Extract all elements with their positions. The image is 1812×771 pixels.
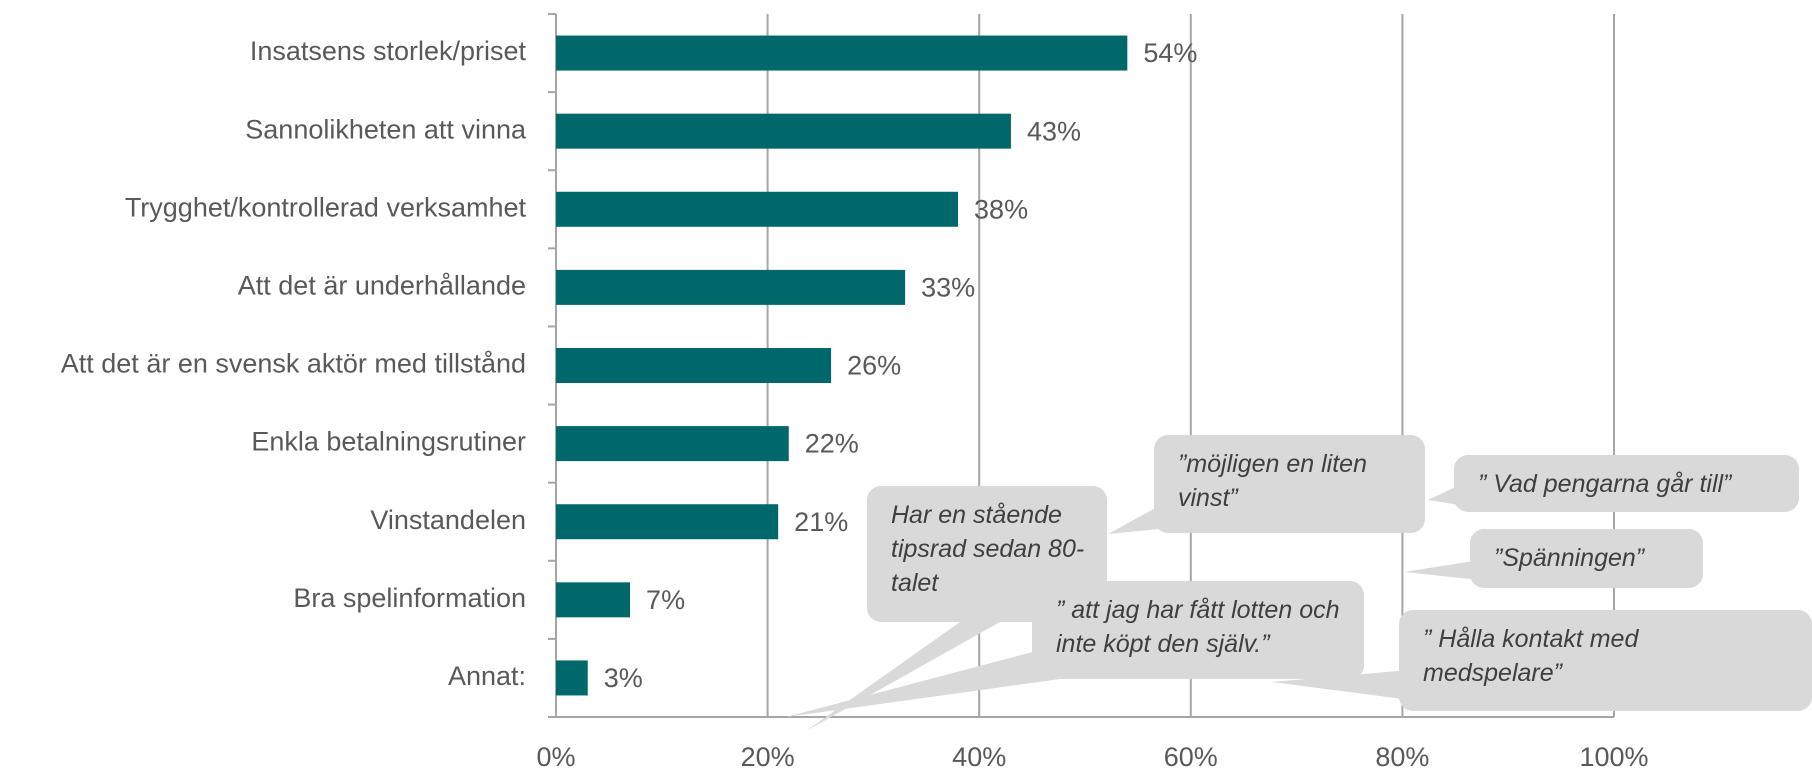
data-label: 43% — [1027, 116, 1081, 146]
data-label: 38% — [974, 194, 1028, 224]
callout-tail — [786, 650, 1060, 717]
bar — [556, 348, 832, 383]
x-tick-label: 40% — [952, 742, 1006, 771]
x-tick-label: 60% — [1164, 742, 1218, 771]
annotation: ” Vad pengarna går till” — [1478, 470, 1732, 498]
callout-box — [1032, 581, 1364, 679]
bar — [556, 426, 789, 462]
bar — [556, 582, 631, 618]
y-tick-label: Enkla betalningsrutiner — [251, 427, 526, 457]
y-tick-label: Bra spelinformation — [293, 583, 526, 613]
callout-tail — [1428, 485, 1460, 505]
x-tick-label: 80% — [1375, 742, 1429, 771]
x-tick-label: 20% — [741, 742, 795, 771]
callout-box — [1470, 529, 1703, 588]
annotation: ” att jag har fått lotten och inte köpt … — [1056, 596, 1340, 658]
y-tick-label: Att det är en svensk aktör med tillstånd — [61, 349, 526, 379]
callout-box — [1454, 455, 1799, 512]
bar — [556, 660, 588, 696]
data-label: 21% — [794, 507, 848, 537]
callout-tail — [1272, 670, 1410, 700]
data-label: 3% — [604, 663, 643, 693]
y-tick-label: Trygghet/kontrollerad verksamhet — [125, 192, 527, 222]
data-label: 26% — [847, 351, 901, 381]
y-tick-label: Insatsens storlek/priset — [250, 36, 527, 66]
y-tick-label: Annat: — [448, 661, 526, 691]
bar — [556, 504, 779, 540]
x-tick-label: 0% — [536, 742, 575, 771]
callout-tail — [1404, 560, 1480, 580]
data-label: 7% — [646, 585, 685, 615]
annotation: ”Spänningen” — [1494, 544, 1645, 572]
x-tick-label: 100% — [1579, 742, 1648, 771]
y-tick-label: Att det är underhållande — [238, 271, 526, 301]
callout-box — [1399, 610, 1812, 711]
y-tick-label: Vinstandelen — [370, 505, 526, 535]
data-label: 33% — [921, 273, 975, 303]
annotation: Har en stående tipsrad sedan 80-talet — [891, 501, 1085, 597]
data-label: 22% — [805, 429, 859, 459]
bar — [556, 35, 1128, 71]
bar — [556, 191, 959, 227]
y-tick-label: Sannolikheten att vinna — [245, 114, 527, 144]
annotation: ”möjligen en liten vinst” — [1178, 450, 1367, 512]
callout-box — [1154, 435, 1425, 533]
bar — [556, 269, 906, 305]
data-label: 54% — [1143, 38, 1197, 68]
bar — [556, 113, 1011, 149]
annotation: ” Hålla kontakt med medspelare” — [1423, 625, 1639, 687]
